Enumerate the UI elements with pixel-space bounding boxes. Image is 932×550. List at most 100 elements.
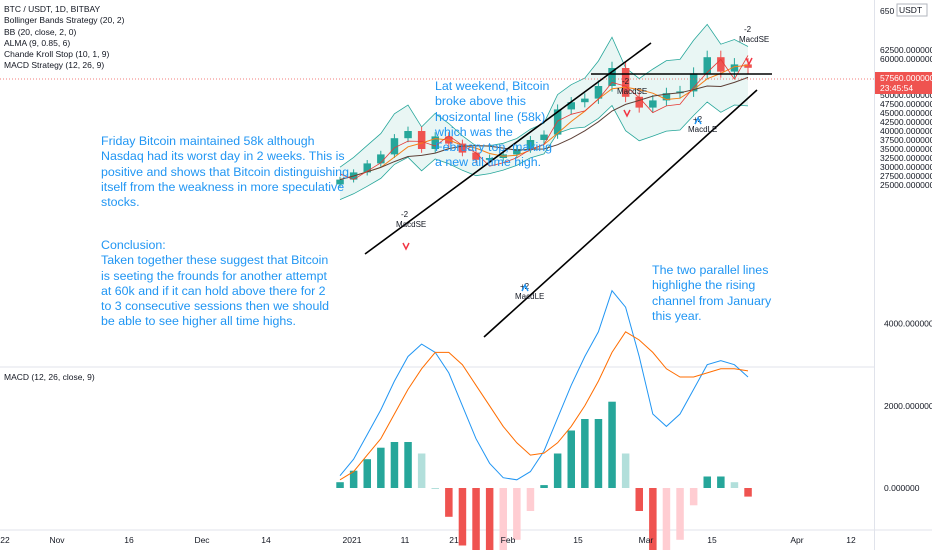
price-axis-label: 32500.000000 xyxy=(880,153,932,163)
note-line: February top, making xyxy=(435,140,553,155)
note-line: hosizontal line (58k) xyxy=(435,109,546,124)
signal-count: -2 xyxy=(401,210,409,219)
note-line: to 3 consecutive sessions then we should xyxy=(101,299,329,314)
note-line: a new all time high. xyxy=(435,155,542,170)
macd-axis-label: 2000.000000 xyxy=(884,401,932,411)
note-friday: Friday Bitcoin maintained 58k although N… xyxy=(101,134,349,210)
legend-item-bb-strategy[interactable]: Bollinger Bands Strategy (20, 2) xyxy=(4,15,125,26)
note-line: stocks. xyxy=(101,195,140,210)
time-axis-label: 11 xyxy=(401,535,410,545)
macd-histogram-bar xyxy=(553,453,562,488)
time-axis-label: 15 xyxy=(573,535,583,545)
time-axis-label: Apr xyxy=(790,535,803,545)
candle-body xyxy=(635,96,643,108)
signal-label: MacdLE xyxy=(688,125,717,134)
note-line: Lat weekend, Bitcoin xyxy=(435,79,550,93)
arrow-up-icon xyxy=(694,116,702,125)
time-axis-label: Feb xyxy=(501,535,516,545)
price-axis-label: 27500.000000 xyxy=(880,171,932,181)
time-axis-label: Nov xyxy=(49,535,65,545)
signal-count: -2 xyxy=(744,25,752,34)
candle-body xyxy=(730,64,739,72)
candle-body xyxy=(390,138,399,155)
macd-histogram-bar xyxy=(662,488,671,550)
macd-histogram-bar xyxy=(649,488,657,550)
candle-body xyxy=(581,98,589,103)
price-axis-label: 35000.000000 xyxy=(880,144,932,154)
candle-body xyxy=(377,154,385,164)
macd-histogram-bar xyxy=(485,488,494,550)
candle-body xyxy=(567,102,575,110)
candle-body xyxy=(703,57,711,74)
time-axis-label: 15 xyxy=(707,535,717,545)
macd-histogram-bar xyxy=(581,419,589,488)
candle-body xyxy=(689,73,698,92)
note-line: channel from January xyxy=(652,293,772,308)
time-axis-label: 14 xyxy=(261,535,271,545)
macd-histogram-bar xyxy=(377,447,385,488)
macd-pane xyxy=(336,289,752,550)
macd-axis-label: 0.000000 xyxy=(884,483,920,493)
macd-histogram-bar xyxy=(445,488,453,517)
price-axis-label: 30000.000000 xyxy=(880,162,932,172)
macd-histogram-bar xyxy=(472,488,480,550)
macd-signal-line xyxy=(339,331,749,481)
macd-axis: 4000.0000002000.0000000.000000-2000.0000… xyxy=(884,319,932,493)
note-line: broke above this xyxy=(435,94,526,109)
macd-histogram-bar xyxy=(513,488,521,540)
note-line: itself from the weakness in more specula… xyxy=(101,179,345,194)
candle-body xyxy=(553,109,562,135)
macd-histogram-bar xyxy=(744,488,752,497)
macd-histogram-bar xyxy=(567,430,575,488)
macd-legend[interactable]: MACD (12, 26, close, 9) xyxy=(4,372,95,382)
note-line: Nasdaq had its worst day in 2 weeks. Thi… xyxy=(101,149,345,164)
signal-count: -2 xyxy=(622,77,630,86)
note-line: positive and shows that Bitcoin distingu… xyxy=(101,164,349,179)
bb-lower-line xyxy=(339,101,749,200)
time-axis-label: 12 xyxy=(846,535,856,545)
candle-body xyxy=(717,57,725,72)
macd-histogram-bar xyxy=(404,442,412,488)
note-line: Friday Bitcoin maintained 58k although xyxy=(101,134,315,148)
candle-body xyxy=(540,134,548,140)
candle-body xyxy=(594,86,603,99)
macd-histogram-bar xyxy=(676,488,684,540)
candle-body xyxy=(744,64,752,68)
macd-histogram-bar xyxy=(730,482,739,488)
candle-body xyxy=(431,136,439,149)
candle-body xyxy=(649,100,657,108)
macd-histogram-bar xyxy=(499,488,507,550)
time-axis-label: Dec xyxy=(194,535,210,545)
candle-body xyxy=(417,131,426,149)
signal-label: MacdSE xyxy=(739,35,769,44)
candle-body xyxy=(336,179,344,185)
note-line: is seeting the frounds for another attem… xyxy=(101,268,327,283)
macd-histogram-bar xyxy=(458,488,467,546)
note-line: this year. xyxy=(652,308,702,323)
price-axis-top-label: 650 xyxy=(880,6,894,16)
bb-basis-line xyxy=(339,76,749,181)
macd-histogram-bar xyxy=(540,485,548,488)
note-line: at 60k and if it can hold above there fo… xyxy=(101,283,326,298)
candle-body xyxy=(526,140,535,149)
trend-lines xyxy=(364,42,772,338)
legend-item-bb[interactable]: BB (20, close, 2, 0) xyxy=(4,26,77,37)
macd-histogram-bar xyxy=(417,453,426,488)
bb-fill xyxy=(340,24,748,200)
note-parallel-lines: The two parallel lines highlighe the ris… xyxy=(652,263,771,324)
legend-item-macd-strategy[interactable]: MACD Strategy (12, 26, 9) xyxy=(4,60,105,71)
signal-label: MacdSE xyxy=(396,220,426,229)
arrow-down-icon xyxy=(402,242,410,251)
legend-item-chande-kroll[interactable]: Chande Kroll Stop (10, 1, 9) xyxy=(4,49,110,60)
macd-histogram-bar xyxy=(594,419,603,488)
note-line: highlighe the rising xyxy=(652,278,756,293)
legend-item-alma[interactable]: ALMA (9, 0.85, 6) xyxy=(4,37,71,48)
time-axis: 22 Nov 16 Dec 14 2021 11 21 Feb 15 Mar 15 Apr 12 xyxy=(0,535,856,545)
time-axis-label: 16 xyxy=(124,535,134,545)
macd-axis-label: 4000.000000 xyxy=(884,319,932,329)
macd-histogram-bar xyxy=(621,453,630,488)
macd-histogram-bar xyxy=(717,476,725,488)
symbol-title: BTC / USDT, 1D, BITBAY xyxy=(4,4,101,14)
